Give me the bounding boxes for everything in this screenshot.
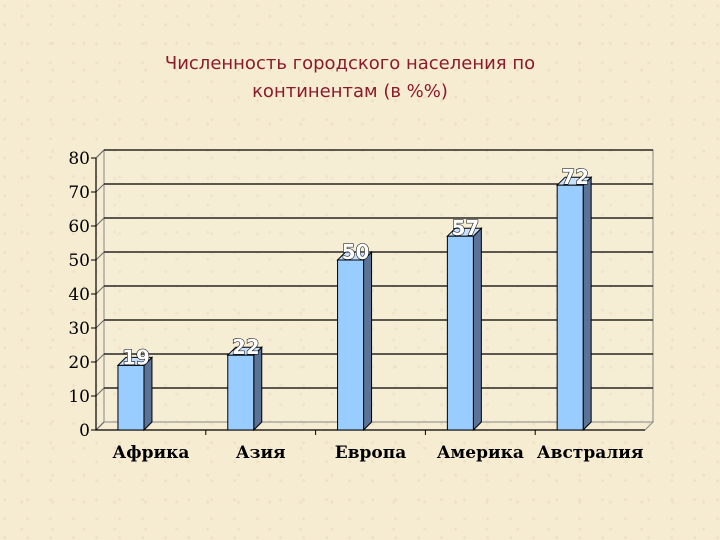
bar: [446, 235, 474, 431]
y-tick-label: 60: [68, 217, 90, 237]
y-tick-label: 80: [68, 149, 90, 169]
data-label: 19: [122, 345, 150, 369]
gridline-depth: [95, 319, 105, 329]
gridline-depth: [95, 387, 105, 397]
y-tick-label: 30: [68, 319, 90, 339]
gridline-depth: [95, 217, 105, 227]
x-category-label: Африка: [112, 443, 189, 463]
bar-side: [363, 250, 373, 432]
x-category-label: Австралия: [537, 443, 644, 463]
bar: [227, 354, 255, 431]
bar-side: [472, 226, 482, 432]
y-tick-label: 20: [68, 353, 90, 373]
y-tick-label: 50: [68, 251, 90, 271]
bar: [556, 184, 584, 431]
x-category-label: Европа: [335, 443, 406, 463]
bar: [337, 259, 365, 431]
chart-title: Численность городского населения по конт…: [100, 50, 600, 106]
y-tick-label: 0: [79, 421, 90, 441]
data-label: 22: [232, 335, 260, 359]
data-label: 50: [342, 240, 370, 264]
gridline-depth: [95, 353, 105, 363]
gridline-depth: [95, 285, 105, 295]
gridline-depth: [95, 149, 105, 159]
y-tick-label: 10: [68, 387, 90, 407]
x-category-label: Америка: [437, 443, 524, 463]
y-tick-label: 40: [68, 285, 90, 305]
gridline-depth: [95, 183, 105, 193]
bar: [117, 364, 145, 431]
bar-side: [253, 345, 263, 432]
chart-title-line-1: Численность городского населения по: [164, 53, 536, 74]
gridline-depth: [95, 421, 105, 431]
x-category-label: Азия: [236, 443, 286, 463]
bar-side: [582, 175, 592, 432]
y-tick-label: 70: [68, 183, 90, 203]
data-label: 72: [561, 165, 589, 189]
chart-title-line-2: континентам (в %%): [252, 81, 448, 102]
data-label: 57: [451, 216, 479, 240]
gridline-depth: [95, 251, 105, 261]
